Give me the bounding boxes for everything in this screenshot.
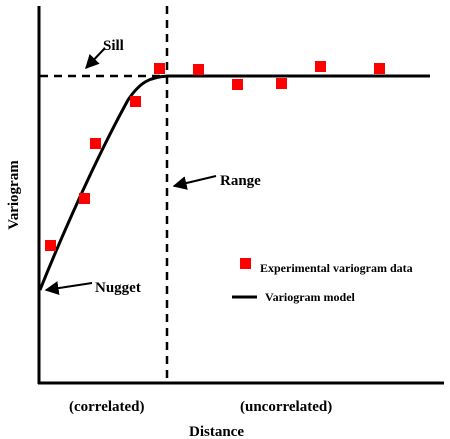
nugget-arrow [44, 281, 93, 296]
sill-arrow [85, 47, 106, 70]
sill-label: Sill [103, 38, 124, 54]
y-axis-title: Variogram [6, 160, 22, 230]
data-point [232, 79, 243, 90]
nugget-label: Nugget [95, 280, 141, 296]
range-arrow [172, 175, 217, 190]
data-point [154, 63, 165, 74]
data-point [45, 240, 56, 251]
data-point [90, 138, 101, 149]
uncorrelated-label: (uncorrelated) [240, 399, 332, 415]
data-point [130, 96, 141, 107]
x-axis-title: Distance [189, 424, 244, 439]
legend-data-swatch [240, 258, 251, 269]
data-point [276, 78, 287, 89]
data-point [315, 61, 326, 72]
legend-data-label: Experimental variogram data [260, 261, 413, 275]
range-label: Range [220, 173, 261, 189]
data-point [79, 193, 90, 204]
correlated-label: (correlated) [69, 399, 145, 415]
data-point [374, 63, 385, 74]
variogram-model-curve [38, 74, 430, 291]
data-point [193, 64, 204, 75]
legend-model-label: Variogram model [265, 290, 356, 304]
experimental-data-points [45, 61, 385, 251]
